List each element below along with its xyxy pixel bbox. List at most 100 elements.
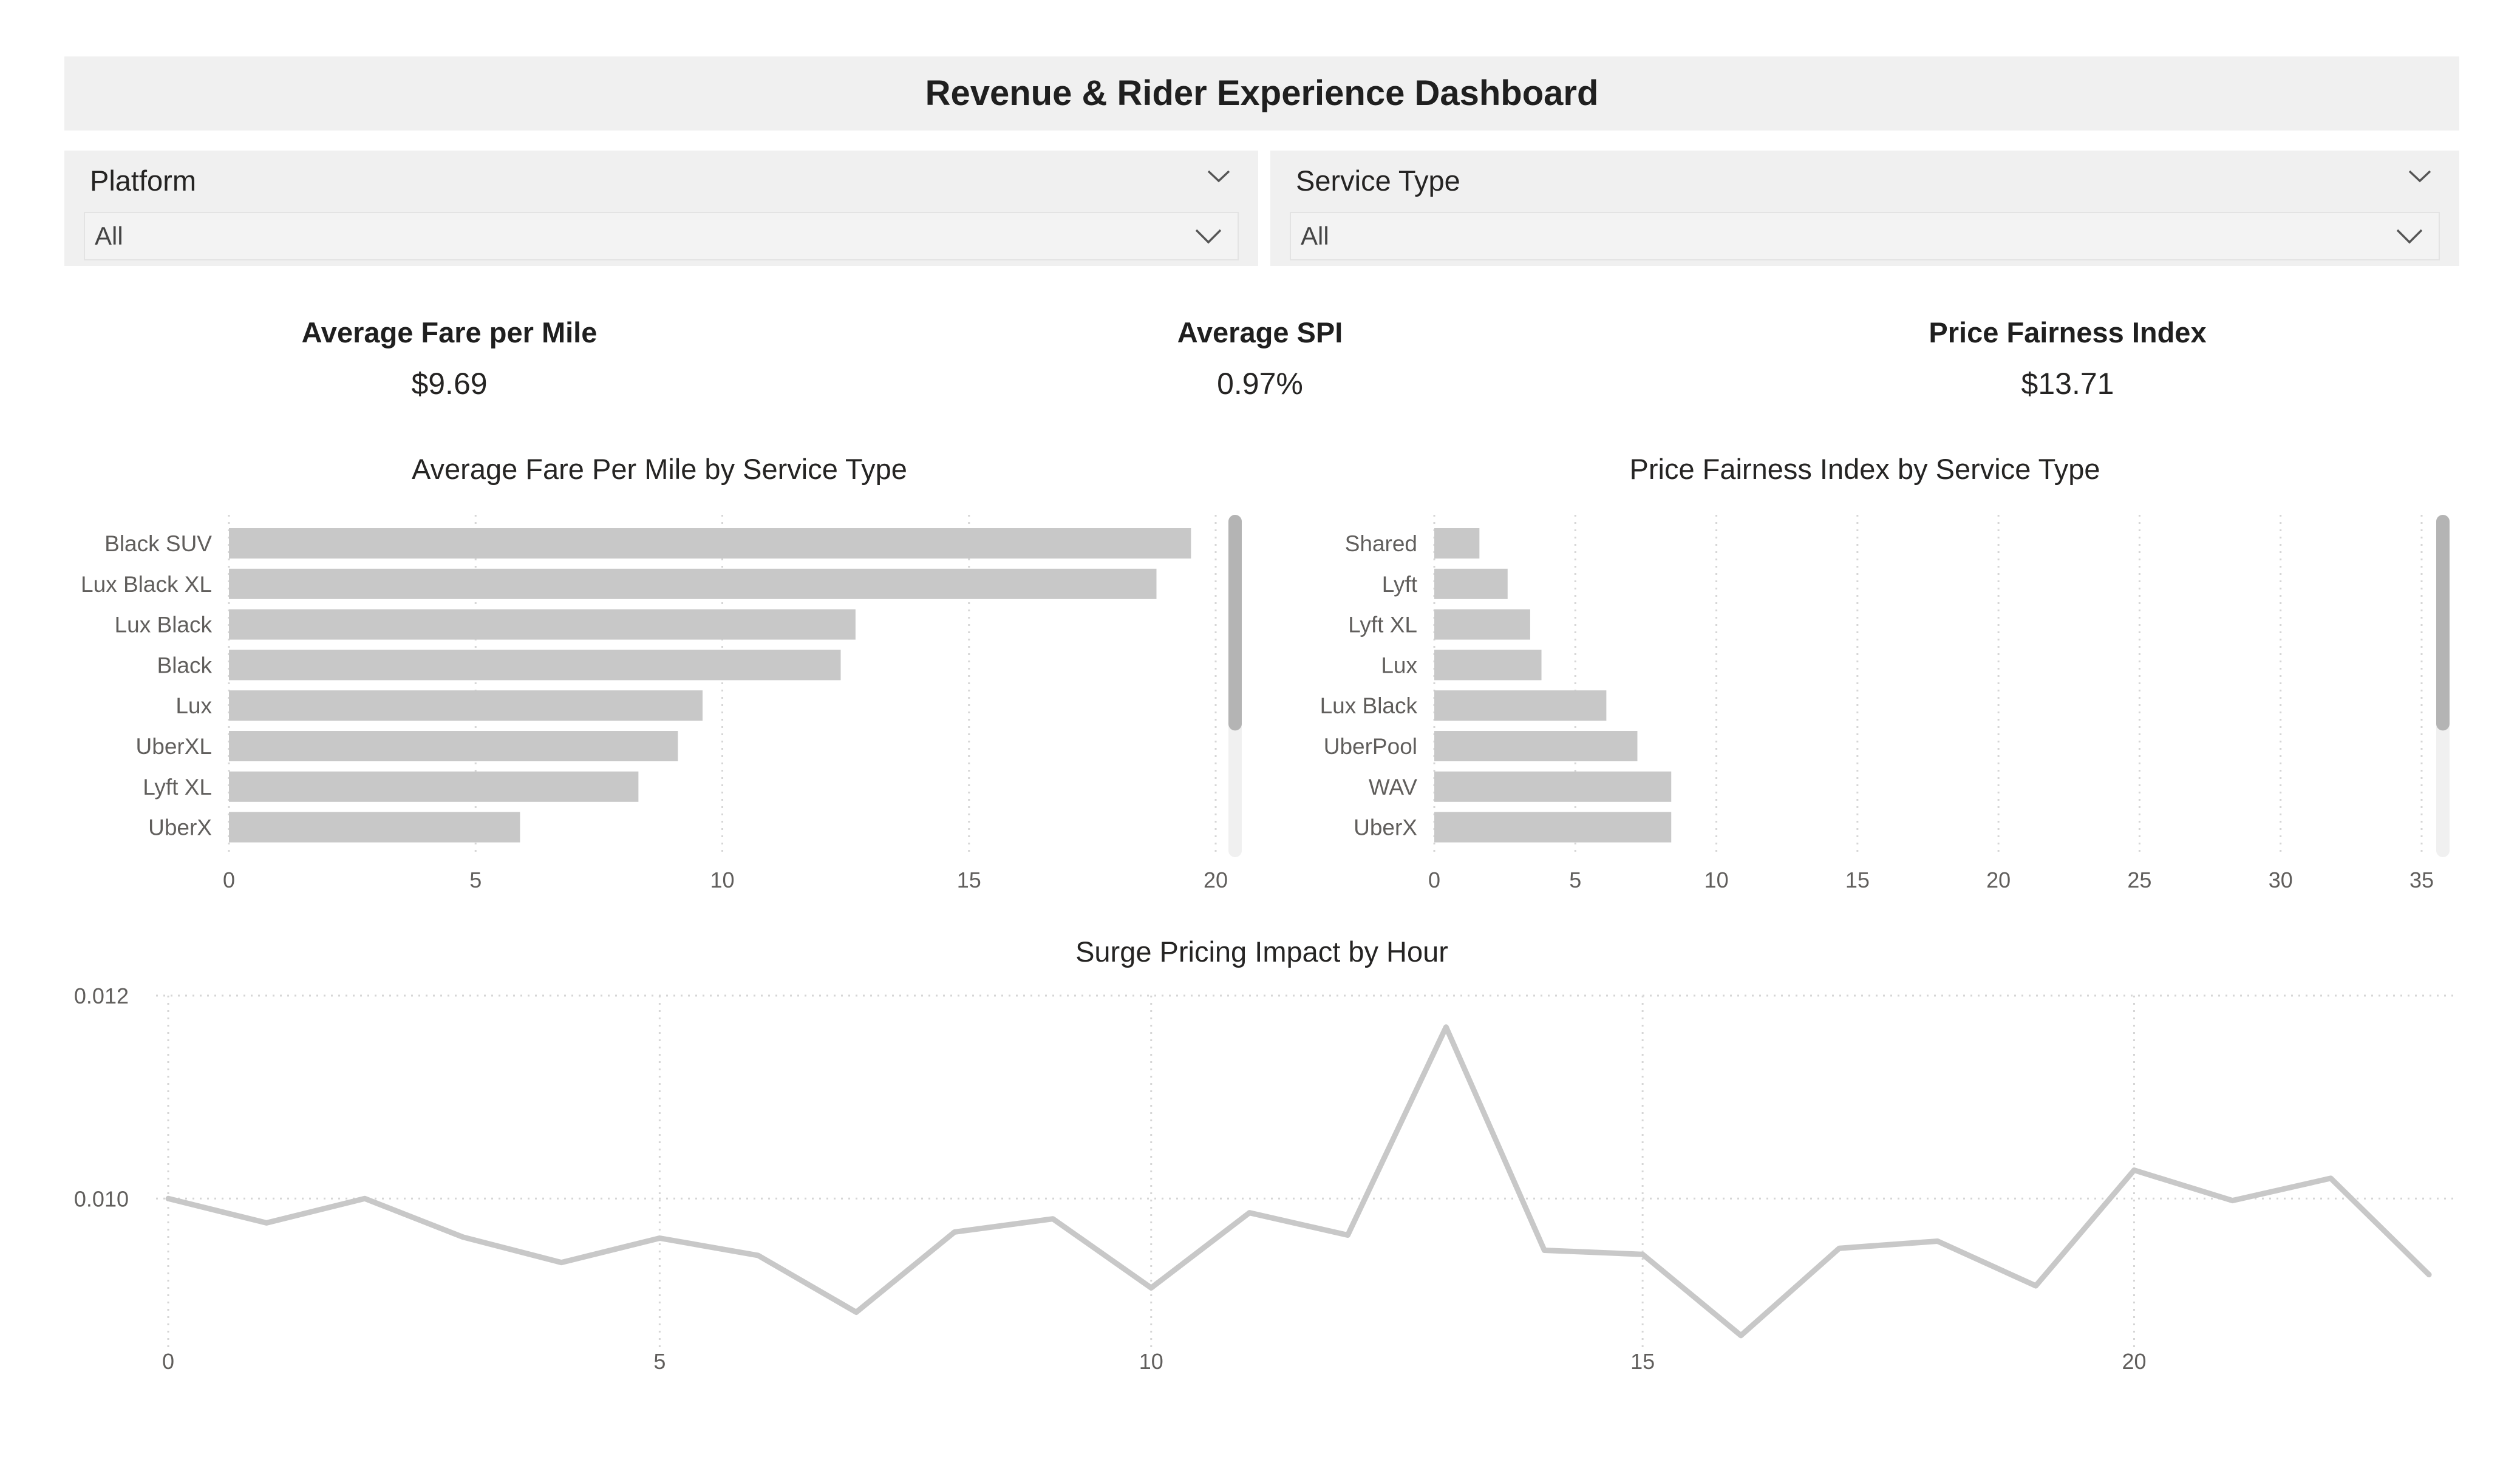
data-point[interactable] xyxy=(2030,1280,2042,1292)
dashboard-banner: Revenue & Rider Experience Dashboard xyxy=(64,56,2459,131)
data-point[interactable] xyxy=(1833,1242,1845,1254)
chevron-down-icon[interactable] xyxy=(2405,164,2435,188)
data-point[interactable] xyxy=(261,1217,273,1229)
service-type-slicer-label: Service Type xyxy=(1296,165,1460,197)
category-label: Lux xyxy=(175,693,212,718)
data-point[interactable] xyxy=(948,1226,961,1238)
x-tick-label: 0 xyxy=(1428,868,1440,892)
bar[interactable] xyxy=(229,528,1191,559)
chart-title-price-fairness: Price Fairness Index by Service Type xyxy=(1629,453,2100,485)
x-tick-label: 5 xyxy=(653,1349,666,1374)
bar[interactable] xyxy=(229,650,841,681)
x-tick-label: 5 xyxy=(1569,868,1581,892)
category-label: Lyft xyxy=(1382,572,1418,597)
bar[interactable] xyxy=(229,731,678,761)
category-label: UberX xyxy=(148,815,212,840)
x-tick-label: 15 xyxy=(957,868,981,892)
x-tick-label: 10 xyxy=(1704,868,1729,892)
x-tick-label: 20 xyxy=(1986,868,2011,892)
category-label: WAV xyxy=(1369,775,1417,800)
surge-series-line[interactable] xyxy=(165,1024,2432,1339)
dashboard-title: Revenue & Rider Experience Dashboard xyxy=(925,73,1599,113)
category-label: Black SUV xyxy=(104,531,212,556)
bar[interactable] xyxy=(229,609,856,640)
category-label: Lux Black xyxy=(115,613,213,637)
category-label: UberXL xyxy=(136,734,212,759)
x-tick-label: 35 xyxy=(2409,868,2434,892)
data-point[interactable] xyxy=(2226,1195,2238,1207)
bar[interactable] xyxy=(229,812,520,843)
data-point[interactable] xyxy=(1342,1229,1354,1241)
service-type-dropdown-value: All xyxy=(1301,222,1329,250)
scrollbar-thumb[interactable] xyxy=(2436,515,2450,731)
bar[interactable] xyxy=(1434,812,1672,843)
x-tick-label: 20 xyxy=(2122,1349,2146,1374)
bar[interactable] xyxy=(1434,568,1508,599)
category-label: Shared xyxy=(1345,531,1417,556)
chart-title-surge-pricing: Surge Pricing Impact by Hour xyxy=(1075,936,1448,968)
data-point[interactable] xyxy=(556,1257,568,1269)
data-point[interactable] xyxy=(1932,1235,1944,1247)
platform-dropdown[interactable]: All xyxy=(84,212,1239,260)
chevron-down-icon xyxy=(2396,229,2423,244)
data-point[interactable] xyxy=(653,1232,666,1244)
data-point[interactable] xyxy=(752,1249,764,1262)
scrollbar-thumb[interactable] xyxy=(1228,515,1242,731)
category-label: UberX xyxy=(1354,815,1417,840)
data-point[interactable] xyxy=(162,1192,174,1204)
platform-slicer: Platform All xyxy=(64,151,1258,266)
chevron-down-icon[interactable] xyxy=(1204,164,1234,188)
x-tick-label: 0 xyxy=(162,1349,174,1374)
bar[interactable] xyxy=(229,690,703,721)
x-tick-label: 15 xyxy=(1845,868,1870,892)
data-point[interactable] xyxy=(2128,1164,2140,1176)
bar[interactable] xyxy=(1434,690,1607,721)
kpi-title: Price Fairness Index xyxy=(1929,316,2207,348)
data-point[interactable] xyxy=(1636,1248,1649,1260)
fare-per-mile-bar-chart: 0 5 10 15 20 Black SUV Lux Black XL Lux Black Bl… xyxy=(81,515,1242,892)
bar[interactable] xyxy=(1434,771,1672,802)
bar[interactable] xyxy=(229,568,1157,599)
kpi-value: $13.71 xyxy=(2021,367,2114,401)
data-point[interactable] xyxy=(1735,1330,1747,1342)
price-fairness-bar-chart: 0 5 10 15 20 25 30 35 Shared Lyft Lyft XL Lux Lux Bl… xyxy=(1320,515,2450,892)
platform-dropdown-value: All xyxy=(95,222,123,250)
x-tick-label: 10 xyxy=(1139,1349,1163,1374)
data-point[interactable] xyxy=(1440,1021,1452,1033)
category-label: Lux xyxy=(1381,653,1417,678)
category-label: Lux Black XL xyxy=(81,572,212,597)
x-tick-label: 30 xyxy=(2269,868,2293,892)
x-tick-label: 0 xyxy=(223,868,235,892)
kpi-title: Average SPI xyxy=(1177,316,1343,348)
kpi-title: Average Fare per Mile xyxy=(301,316,598,348)
data-point[interactable] xyxy=(1538,1245,1550,1257)
chevron-down-icon xyxy=(1195,229,1222,244)
data-point[interactable] xyxy=(1244,1207,1256,1219)
bar[interactable] xyxy=(1434,650,1542,681)
kpi-card-average-spi: Average SPI 0.97% xyxy=(956,316,1564,401)
data-point[interactable] xyxy=(1145,1282,1157,1294)
service-type-dropdown[interactable]: All xyxy=(1290,212,2440,260)
data-point[interactable] xyxy=(850,1306,862,1318)
kpi-card-price-fairness: Price Fairness Index $13.71 xyxy=(1764,316,2371,401)
bar[interactable] xyxy=(1434,528,1480,559)
platform-slicer-label: Platform xyxy=(90,165,196,197)
category-label: Lyft XL xyxy=(1348,613,1417,637)
data-point[interactable] xyxy=(359,1192,371,1204)
kpi-card-fare-per-mile: Average Fare per Mile $9.69 xyxy=(146,316,753,401)
bar[interactable] xyxy=(1434,609,1530,640)
category-label: Lux Black xyxy=(1320,693,1418,718)
x-tick-label: 10 xyxy=(710,868,734,892)
data-point[interactable] xyxy=(2324,1172,2337,1184)
bar[interactable] xyxy=(1434,731,1638,761)
kpi-value: 0.97% xyxy=(1217,367,1303,401)
category-label: UberPool xyxy=(1324,734,1417,759)
data-point[interactable] xyxy=(457,1231,469,1243)
x-tick-label: 25 xyxy=(2127,868,2151,892)
data-point[interactable] xyxy=(1047,1213,1059,1225)
data-point[interactable] xyxy=(2423,1269,2435,1281)
x-tick-label: 15 xyxy=(1630,1349,1655,1374)
x-tick-label: 5 xyxy=(469,868,482,892)
bar[interactable] xyxy=(229,771,639,802)
surge-pricing-line-chart: 0.012 0.010 0 5 10 15 20 xyxy=(74,983,2456,1374)
